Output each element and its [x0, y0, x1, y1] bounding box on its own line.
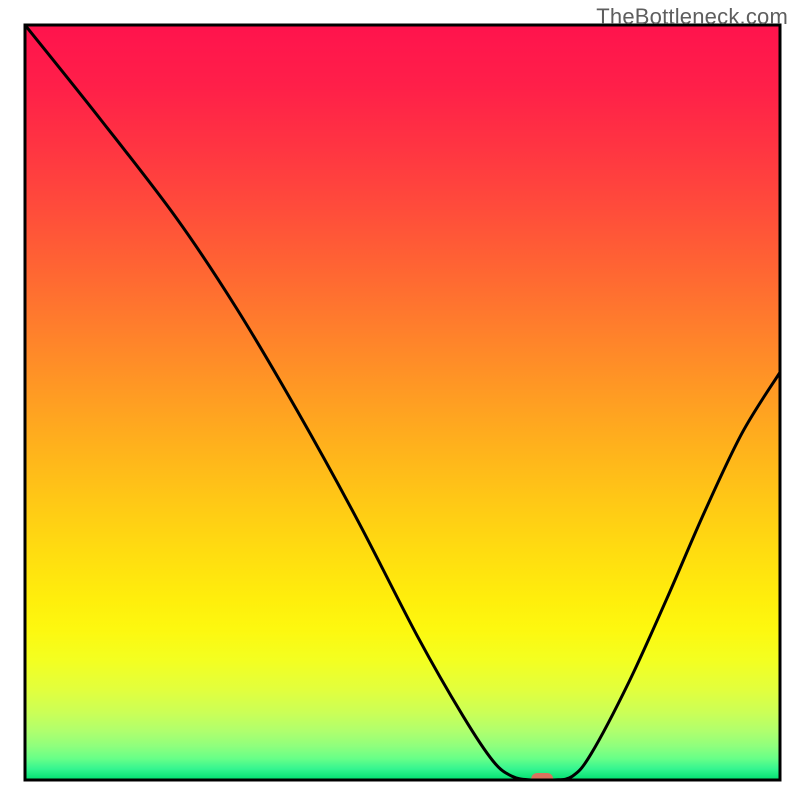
plot-background — [25, 25, 780, 780]
chart-svg — [0, 0, 800, 800]
bottleneck-chart: TheBottleneck.com — [0, 0, 800, 800]
watermark-text: TheBottleneck.com — [596, 4, 788, 30]
plot-area — [25, 25, 780, 787]
